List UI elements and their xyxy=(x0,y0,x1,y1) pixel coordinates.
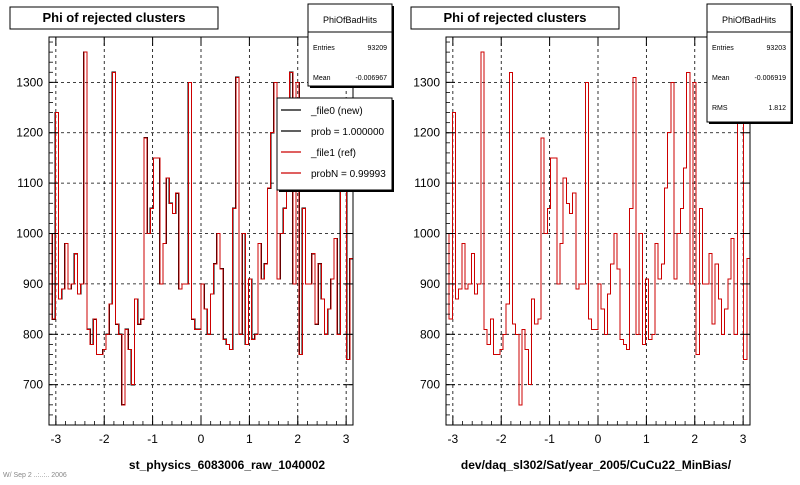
y-tick-label: 1100 xyxy=(414,176,440,190)
y-tick-label: 700 xyxy=(23,378,43,392)
x-tick-label: -1 xyxy=(544,432,555,446)
y-tick-label: 1200 xyxy=(413,126,440,140)
chart-title: Phi of rejected clusters xyxy=(42,10,185,25)
x-tick-label: -3 xyxy=(448,432,459,446)
x-axis-label: dev/daq_sl302/Sat/year_2005/CuCu22_MinBi… xyxy=(461,458,732,472)
x-tick-label: 2 xyxy=(294,432,301,446)
stats-row-value: -0.006967 xyxy=(355,75,387,82)
y-tick-label: 700 xyxy=(420,378,440,392)
histogram-series-reference xyxy=(49,51,353,406)
y-tick-label: 800 xyxy=(420,327,440,341)
x-tick-label: 1 xyxy=(643,432,650,446)
legend: _file0 (new) prob = 1.000000 _file1 (ref) p… xyxy=(276,97,394,192)
footer-timestamp: W/ Sep 2 ..:..:.. 2006 xyxy=(3,472,67,479)
y-tick-label: 1300 xyxy=(413,75,440,89)
x-tick-label: -2 xyxy=(99,432,110,446)
chart-title: Phi of rejected clusters xyxy=(443,10,586,25)
chart-title-box xyxy=(410,6,620,30)
x-tick-label: 0 xyxy=(595,432,602,446)
stats-box-title: PhiOfBadHits xyxy=(323,15,378,25)
y-tick-label: 800 xyxy=(23,327,43,341)
x-tick-label: 2 xyxy=(691,432,698,446)
y-tick-label: 1300 xyxy=(16,75,43,89)
chart-panel-1: -3 -2 -1 0 1 2 3 700 800 900 1000 1100 1200 1300 st_ph… xyxy=(9,3,394,472)
stats-row-label: Mean xyxy=(712,75,730,82)
x-axis-label: st_physics_6083006_raw_1040002 xyxy=(129,458,325,472)
chart-panel-2: -3 -2 -1 0 1 2 3 700 800 900 1000 1100 1200 1300 dev/d… xyxy=(410,3,793,472)
stats-row-value: 1.812 xyxy=(768,105,786,112)
y-tick-label: 900 xyxy=(420,277,440,291)
y-tick-label: 900 xyxy=(23,277,43,291)
x-tick-label: 1 xyxy=(246,432,253,446)
legend-entry-label: _file0 (new) xyxy=(310,106,363,117)
x-tick-label: 0 xyxy=(198,432,205,446)
stats-row-value: 93203 xyxy=(767,45,787,52)
x-tick-label: -2 xyxy=(496,432,507,446)
stats-row-value: 93209 xyxy=(368,45,388,52)
stats-box xyxy=(706,3,792,123)
y-tick-label: 1100 xyxy=(17,176,43,190)
legend-entries: _file0 (new) prob = 1.000000 _file1 (ref) p… xyxy=(281,106,386,180)
stats-row-value: -0.006919 xyxy=(754,75,786,82)
stats-row-label: RMS xyxy=(712,105,728,112)
stats-row-label: Entries xyxy=(313,45,335,52)
y-tick-label: 1200 xyxy=(16,126,43,140)
x-tick-label: -3 xyxy=(51,432,62,446)
legend-entry-label: _file1 (ref) xyxy=(310,148,356,159)
stats-box-title: PhiOfBadHits xyxy=(722,15,777,25)
stats-row-label: Mean xyxy=(313,75,331,82)
histogram-series-primary xyxy=(446,51,750,406)
legend-box xyxy=(276,97,393,191)
stats-row-label: Entries xyxy=(712,45,734,52)
x-tick-label: 3 xyxy=(740,432,747,446)
stats-box xyxy=(307,3,393,87)
x-tick-label: 3 xyxy=(343,432,350,446)
legend-entry-label: probN = 0.99993 xyxy=(311,169,386,180)
legend-entry-label: prob = 1.000000 xyxy=(311,127,385,138)
chart-title-box xyxy=(9,6,219,30)
x-tick-label: -1 xyxy=(147,432,158,446)
y-tick-label: 1000 xyxy=(413,227,440,241)
y-tick-label: 1000 xyxy=(16,227,43,241)
